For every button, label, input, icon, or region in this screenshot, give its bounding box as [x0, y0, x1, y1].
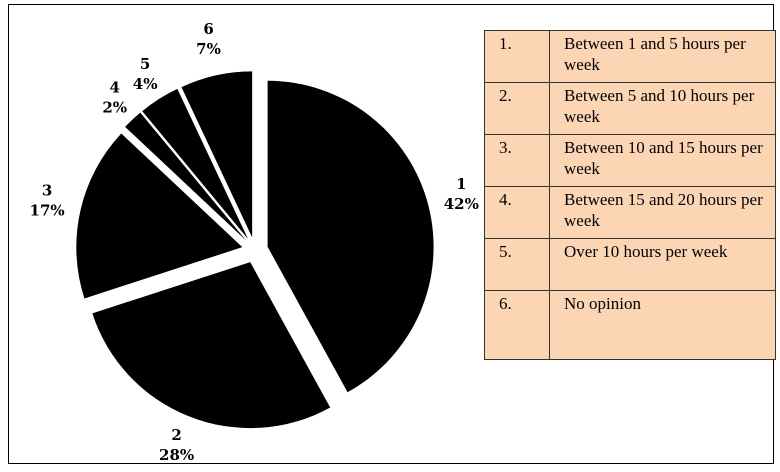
legend-text: Over 10 hours per week	[549, 238, 776, 291]
pie-slice	[76, 133, 243, 299]
pie-slice	[92, 262, 331, 429]
slice-value-label: 2%	[102, 99, 127, 117]
slice-category-label: 4	[109, 79, 119, 97]
pie-slice	[125, 112, 247, 241]
slice-value-label: 28%	[159, 446, 194, 464]
legend-number: 4.	[484, 186, 550, 239]
slice-category-label: 5	[140, 55, 150, 73]
slice-value-label: 17%	[30, 202, 65, 220]
legend-text: Between 5 and 10 hours per week	[549, 82, 776, 135]
legend-row: 4. Between 15 and 20 hours per week	[484, 186, 776, 239]
legend-text: Between 15 and 20 hours per week	[549, 186, 776, 239]
legend-table: 1. Between 1 and 5 hours per week 2. Betwee…	[484, 30, 776, 360]
legend-number: 5.	[484, 238, 550, 291]
legend-row: 2. Between 5 and 10 hours per week	[484, 82, 776, 135]
pie-slice	[142, 88, 249, 240]
slice-category-label: 3	[42, 182, 52, 200]
pie-slice	[181, 71, 253, 238]
slice-value-label: 4%	[133, 75, 158, 93]
slice-value-label: 7%	[196, 40, 221, 58]
slice-category-label: 2	[171, 426, 181, 444]
legend-text: No opinion	[549, 290, 776, 360]
legend-number: 1.	[484, 30, 550, 83]
legend-text: Between 1 and 5 hours per week	[549, 30, 776, 83]
legend-number: 3.	[484, 134, 550, 187]
legend-row: 3. Between 10 and 15 hours per week	[484, 134, 776, 187]
legend-number: 2.	[484, 82, 550, 135]
slice-value-label: 42%	[444, 195, 479, 213]
legend-row: 5. Over 10 hours per week	[484, 238, 776, 291]
slice-category-label: 6	[203, 20, 213, 38]
slice-category-label: 1	[456, 175, 466, 193]
legend-row: 6. No opinion	[484, 290, 776, 360]
legend-text: Between 10 and 15 hours per week	[549, 134, 776, 187]
legend-number: 6.	[484, 290, 550, 360]
legend-row: 1. Between 1 and 5 hours per week	[484, 30, 776, 83]
pie-slice	[267, 80, 434, 393]
